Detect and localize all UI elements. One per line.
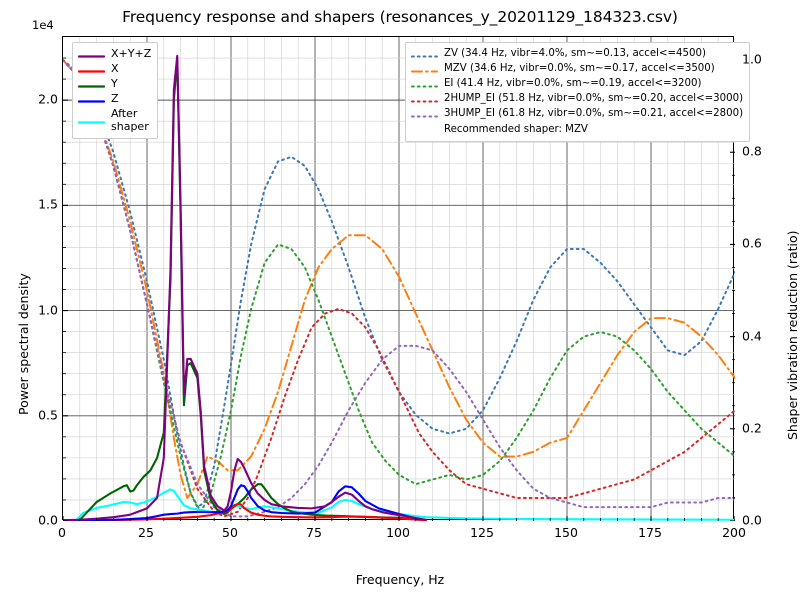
legend-item-3hump_ei: 3HUMP_EI (61.8 Hz, vibr=0.0%, sm~=0.21, …	[411, 107, 743, 122]
legend-item-label: 3HUMP_EI (61.8 Hz, vibr=0.0%, sm~=0.21, …	[444, 108, 744, 120]
x-tick-8: 200	[722, 525, 746, 540]
legend-item-mzv: MZV (34.6 Hz, vibr=0.0%, sm~=0.17, accel…	[411, 62, 743, 77]
x-tick-0: 0	[58, 525, 66, 540]
legend-item-after-shaper: After shaper	[77, 107, 151, 134]
legend-line-sample	[77, 114, 106, 127]
y-tick-right-4: 0.8	[742, 143, 762, 159]
legend-item-x-y-z: X+Y+Z	[77, 47, 152, 62]
legend-item-ei: EI (41.4 Hz, vibr=0.0%, sm~=0.19, accel<…	[411, 77, 743, 92]
legend-item-label: 2HUMP_EI (51.8 Hz, vibr=0.0%, sm~=0.20, …	[444, 93, 744, 105]
y-tick-right-0: 0.0	[742, 512, 762, 528]
legend-line-sample	[77, 63, 106, 76]
page-title: Frequency response and shapers (resonanc…	[122, 8, 678, 26]
y-tick-left-1: 0.5	[38, 407, 58, 423]
recommended-shaper-note: Recommended shaper: MZV	[444, 124, 588, 135]
y-axis-offset-label: 1e4	[32, 18, 54, 32]
y-tick-left-2: 1.0	[38, 302, 58, 318]
y-tick-right-1: 0.2	[742, 420, 762, 436]
y-tick-right-5: 1.0	[742, 51, 762, 67]
legend-psd: X+Y+Z X Y Z After shaper	[72, 42, 159, 139]
legend-item-2hump_ei: 2HUMP_EI (51.8 Hz, vibr=0.0%, sm~=0.20, …	[411, 92, 743, 107]
legend-item-label: X	[111, 62, 119, 76]
legend-line-sample	[411, 48, 438, 61]
legend-line-sample	[411, 108, 438, 121]
x-tick-1: 25	[138, 525, 154, 540]
legend-item-label: Y	[111, 77, 118, 91]
y-tick-left-0: 0.0	[38, 512, 58, 528]
y-tick-left-3: 1.5	[38, 196, 58, 212]
legend-item-y: Y	[77, 77, 151, 92]
legend-item-label: X+Y+Z	[111, 47, 152, 61]
legend-line-sample	[77, 93, 106, 106]
legend-line-sample	[77, 78, 106, 91]
x-tick-2: 50	[222, 525, 238, 540]
legend-item-label: MZV (34.6 Hz, vibr=0.0%, sm~=0.17, accel…	[444, 63, 715, 75]
y-tick-left-4: 2.0	[38, 91, 58, 107]
legend-line-sample	[411, 93, 438, 106]
psd-curve-x-y-z	[63, 54, 427, 521]
shaper-curve-3hump_ei	[63, 59, 735, 518]
psd-curve-y	[63, 56, 427, 521]
legend-item-label: ZV (34.4 Hz, vibr=4.0%, sm~=0.13, accel<…	[444, 48, 706, 60]
y-tick-right-3: 0.6	[742, 235, 762, 251]
x-tick-6: 150	[554, 525, 578, 540]
chart-svg	[63, 37, 735, 521]
x-tick-5: 125	[470, 525, 494, 540]
x-tick-7: 175	[638, 525, 662, 540]
legend-item-x: X	[77, 62, 151, 77]
legend-item-zv: ZV (34.4 Hz, vibr=4.0%, sm~=0.13, accel<…	[411, 47, 743, 62]
y-tick-right-2: 0.4	[742, 328, 762, 344]
shaper-curve-zv	[63, 59, 735, 509]
shaper-curves	[63, 59, 735, 518]
legend-line-sample	[77, 48, 106, 61]
shaper-curve-ei	[63, 59, 735, 513]
legend-line-sample	[411, 63, 438, 76]
legend-item-label: EI (41.4 Hz, vibr=0.0%, sm~=0.19, accel<…	[444, 78, 702, 90]
psd-curves	[63, 54, 735, 521]
x-tick-4: 100	[386, 525, 410, 540]
legend-item-z: Z	[77, 92, 151, 107]
x-tick-3: 75	[306, 525, 322, 540]
psd-curve-z	[63, 484, 421, 521]
legend-item-label: After shaper	[111, 107, 149, 133]
psd-curve-x	[63, 502, 427, 521]
legend-shapers: ZV (34.4 Hz, vibr=4.0%, sm~=0.13, accel<…	[405, 42, 751, 142]
x-axis-label: Frequency, Hz	[355, 572, 445, 587]
shaper-curve-mzv	[63, 59, 735, 499]
legend-item-label: Z	[111, 92, 119, 106]
y-axis-label-left: Power spectral density	[16, 273, 31, 415]
legend-line-sample	[411, 78, 438, 91]
